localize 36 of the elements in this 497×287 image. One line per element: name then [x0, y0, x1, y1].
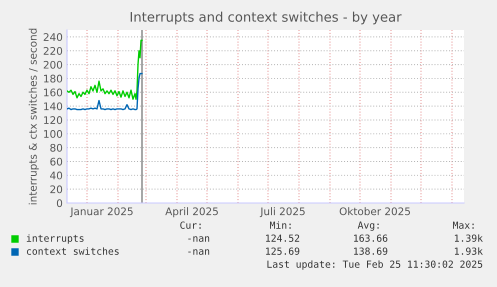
- line-series: [67, 72, 143, 110]
- legend-label: interrupts: [26, 234, 84, 244]
- chart-title: Interrupts and context switches - by year: [130, 12, 402, 24]
- text: Last update: Tue Feb 25 11:30:02 2025: [267, 260, 482, 270]
- y-tick-label: 20: [50, 185, 62, 194]
- y-tick-label: 100: [44, 130, 62, 138]
- text: 163.66: [354, 234, 388, 242]
- x-tick-label: Oktober 2025: [340, 207, 410, 216]
- text: Avg:: [358, 222, 379, 231]
- y-tick-label: 0: [56, 199, 62, 208]
- y-tick-label: 140: [44, 102, 62, 110]
- text: 125.69: [266, 247, 300, 255]
- text: Cur:: [180, 221, 201, 229]
- y-tick-label: 160: [44, 88, 62, 96]
- y-tick-label: 180: [44, 74, 62, 83]
- y-tick-label: 240: [44, 33, 62, 42]
- text: 138.69: [354, 247, 388, 255]
- y-tick-label: 120: [44, 116, 62, 124]
- x-tick-label: April 2025: [165, 207, 218, 218]
- line-series: [67, 40, 143, 100]
- y-tick-label: 40: [50, 172, 62, 180]
- y-tick-label: 200: [44, 60, 62, 69]
- text: Max:: [452, 222, 474, 229]
- y-tick-label: 60: [50, 158, 62, 166]
- text: -nan: [188, 236, 210, 242]
- y-tick-label: 220: [44, 46, 62, 55]
- x-tick-label: Juli 2025: [260, 207, 305, 218]
- text: 124.52: [266, 234, 300, 242]
- text: 1.93k: [454, 247, 483, 255]
- y-axis-title: interrupts & ctx switches / second: [28, 28, 39, 204]
- x-tick-label: Januar 2025: [70, 207, 133, 218]
- text: Min:: [270, 221, 291, 229]
- text: -nan: [188, 249, 210, 255]
- y-tick-label: 80: [50, 144, 62, 152]
- text: 1.39k: [454, 234, 483, 242]
- legend-label: context switches: [26, 247, 119, 255]
